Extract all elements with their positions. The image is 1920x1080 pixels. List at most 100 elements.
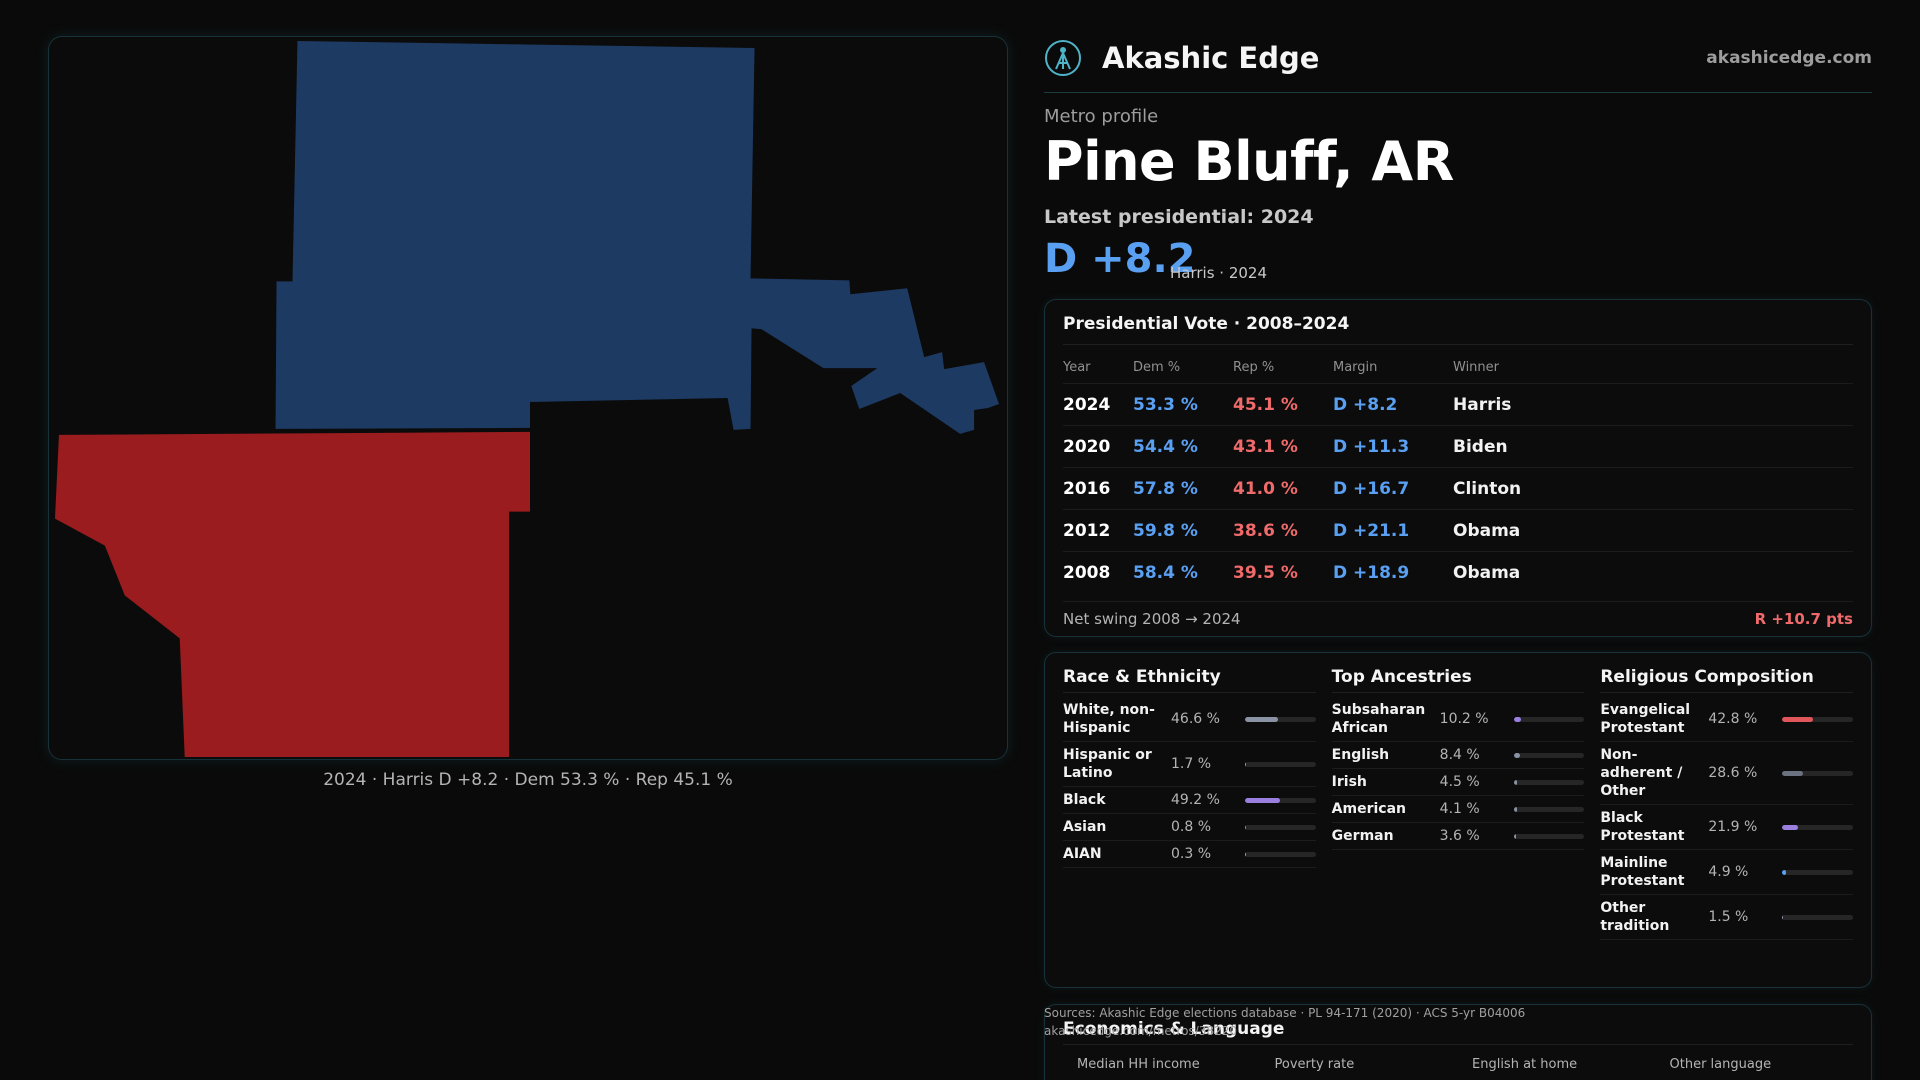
race-row: AIAN 0.3 % <box>1063 841 1316 868</box>
col-rep: Rep % <box>1233 359 1275 375</box>
ancestry-label: Subsaharan African <box>1331 702 1426 736</box>
cell-margin: D +18.9 <box>1333 562 1410 583</box>
race-bar-fill <box>1245 851 1246 857</box>
net-swing-value: R +10.7 pts <box>1754 609 1853 628</box>
race-label: Black <box>1063 792 1106 808</box>
ancestry-bar-fill <box>1513 806 1517 812</box>
brand-site-link[interactable]: akashicedge.com <box>1706 48 1872 68</box>
race-label: Hispanic or Latino <box>1063 747 1152 781</box>
ancestry-bar-track <box>1513 716 1585 722</box>
religion-label: Non-adherent / Other <box>1600 747 1683 799</box>
akashic-logo-icon[interactable] <box>1044 39 1082 77</box>
col-year: Year <box>1063 359 1091 375</box>
ancestry-label: English <box>1331 747 1390 763</box>
econ-header-other-language: Other language <box>1669 1057 1772 1072</box>
ancestry-bar-track <box>1513 752 1585 758</box>
religion-value: 4.9 % <box>1708 864 1749 880</box>
profile-panel: Akashic Edge akashicedge.com Metro profi… <box>1044 0 1872 1080</box>
vote-card-title: Presidential Vote · 2008–2024 <box>1063 314 1350 334</box>
table-row: 2020 54.4 % 43.1 % D +11.3 Biden <box>1063 425 1853 467</box>
cell-rep: 41.0 % <box>1233 478 1298 499</box>
header-divider <box>1044 92 1872 93</box>
col-winner: Winner <box>1453 359 1500 375</box>
county-grant-rep[interactable] <box>54 431 530 758</box>
cell-rep: 38.6 % <box>1233 520 1298 541</box>
race-row: White, non-Hispanic 46.6 % <box>1063 697 1316 742</box>
religion-bar-fill <box>1782 770 1803 776</box>
ancestry-bar-track <box>1513 779 1585 785</box>
religion-title: Religious Composition <box>1600 667 1854 693</box>
ancestries-title: Top Ancestries <box>1331 667 1585 693</box>
ancestry-value: 3.6 % <box>1439 828 1480 844</box>
cell-rep: 45.1 % <box>1233 394 1298 415</box>
religion-bar-track <box>1782 869 1854 875</box>
cell-winner: Harris <box>1453 394 1512 415</box>
race-value: 46.6 % <box>1171 711 1220 727</box>
col-margin: Margin <box>1333 359 1378 375</box>
ancestry-row: Subsaharan African 10.2 % <box>1331 697 1585 742</box>
race-row: Hispanic or Latino 1.7 % <box>1063 742 1316 787</box>
page-title: Pine Bluff, AR <box>1044 130 1454 193</box>
cell-rep: 39.5 % <box>1233 562 1298 583</box>
religion-row: Black Protestant 21.9 % <box>1600 805 1854 850</box>
race-bar-fill <box>1245 716 1278 722</box>
religion-label: Other tradition <box>1600 900 1670 934</box>
economics-headers: Median HH income Poverty rate English at… <box>1063 1057 1853 1072</box>
cell-dem: 53.3 % <box>1133 394 1198 415</box>
ancestry-bar-fill <box>1513 716 1521 722</box>
ancestry-bar-fill <box>1513 833 1517 839</box>
race-row: Black 49.2 % <box>1063 787 1316 814</box>
ancestry-bar-track <box>1513 806 1585 812</box>
religion-label: Black Protestant <box>1600 810 1685 844</box>
cell-year: 2012 <box>1063 520 1111 541</box>
religion-row: Evangelical Protestant 42.8 % <box>1600 697 1854 742</box>
econ-header-poverty-rate: Poverty rate <box>1274 1057 1355 1072</box>
vote-title-divider <box>1063 344 1853 345</box>
cell-margin: D +16.7 <box>1333 478 1410 499</box>
map-caption: 2024 · Harris D +8.2 · Dem 53.3 % · Rep … <box>323 770 733 790</box>
county-jefferson-dem[interactable] <box>275 40 1000 434</box>
race-label: AIAN <box>1063 846 1102 862</box>
cell-dem: 58.4 % <box>1133 562 1198 583</box>
economics-language-card: Economics & Language Median HH income Po… <box>1044 1004 1872 1080</box>
brand-name[interactable]: Akashic Edge <box>1102 41 1320 75</box>
metro-url-link[interactable]: akashicedge.com/metros/38220 <box>1044 1024 1237 1038</box>
race-label: Asian <box>1063 819 1107 835</box>
race-row: Asian 0.8 % <box>1063 814 1316 841</box>
cell-year: 2016 <box>1063 478 1111 499</box>
cell-dem: 54.4 % <box>1133 436 1198 457</box>
cell-dem: 57.8 % <box>1133 478 1198 499</box>
presidential-vote-card: Presidential Vote · 2008–2024 Year Dem %… <box>1044 299 1872 637</box>
race-bar-fill <box>1245 824 1246 830</box>
cell-year: 2024 <box>1063 394 1111 415</box>
religion-bar-track <box>1782 770 1854 776</box>
metro-map[interactable] <box>48 36 1008 760</box>
cell-rep: 43.1 % <box>1233 436 1298 457</box>
race-bar-fill <box>1245 761 1247 767</box>
religion-bar-fill <box>1782 914 1784 920</box>
race-ethnicity-title: Race & Ethnicity <box>1063 667 1316 693</box>
cell-margin: D +8.2 <box>1333 394 1398 415</box>
cell-winner: Obama <box>1453 520 1521 541</box>
race-bar-track <box>1245 851 1316 857</box>
vote-table-header: Year Dem % Rep % Margin Winner <box>1063 351 1853 383</box>
religion-row: Non-adherent / Other 28.6 % <box>1600 742 1854 805</box>
cell-year: 2008 <box>1063 562 1111 583</box>
race-bar-fill <box>1245 797 1280 803</box>
economics-language-title: Economics & Language <box>1063 1019 1853 1045</box>
cell-dem: 59.8 % <box>1133 520 1198 541</box>
race-bar-track <box>1245 761 1316 767</box>
ancestry-label: Irish <box>1331 774 1367 790</box>
ancestries-column: Top Ancestries Subsaharan African 10.2 % E… <box>1331 667 1585 987</box>
cell-margin: D +11.3 <box>1333 436 1410 457</box>
religion-label: Mainline Protestant <box>1600 855 1685 889</box>
race-value: 0.3 % <box>1171 846 1212 862</box>
religion-bar-track <box>1782 914 1854 920</box>
race-bar-track <box>1245 797 1316 803</box>
religion-value: 21.9 % <box>1708 819 1758 835</box>
cell-winner: Clinton <box>1453 478 1522 499</box>
col-dem: Dem % <box>1133 359 1181 375</box>
table-row: 2024 53.3 % 45.1 % D +8.2 Harris <box>1063 383 1853 425</box>
cell-winner: Obama <box>1453 562 1521 583</box>
